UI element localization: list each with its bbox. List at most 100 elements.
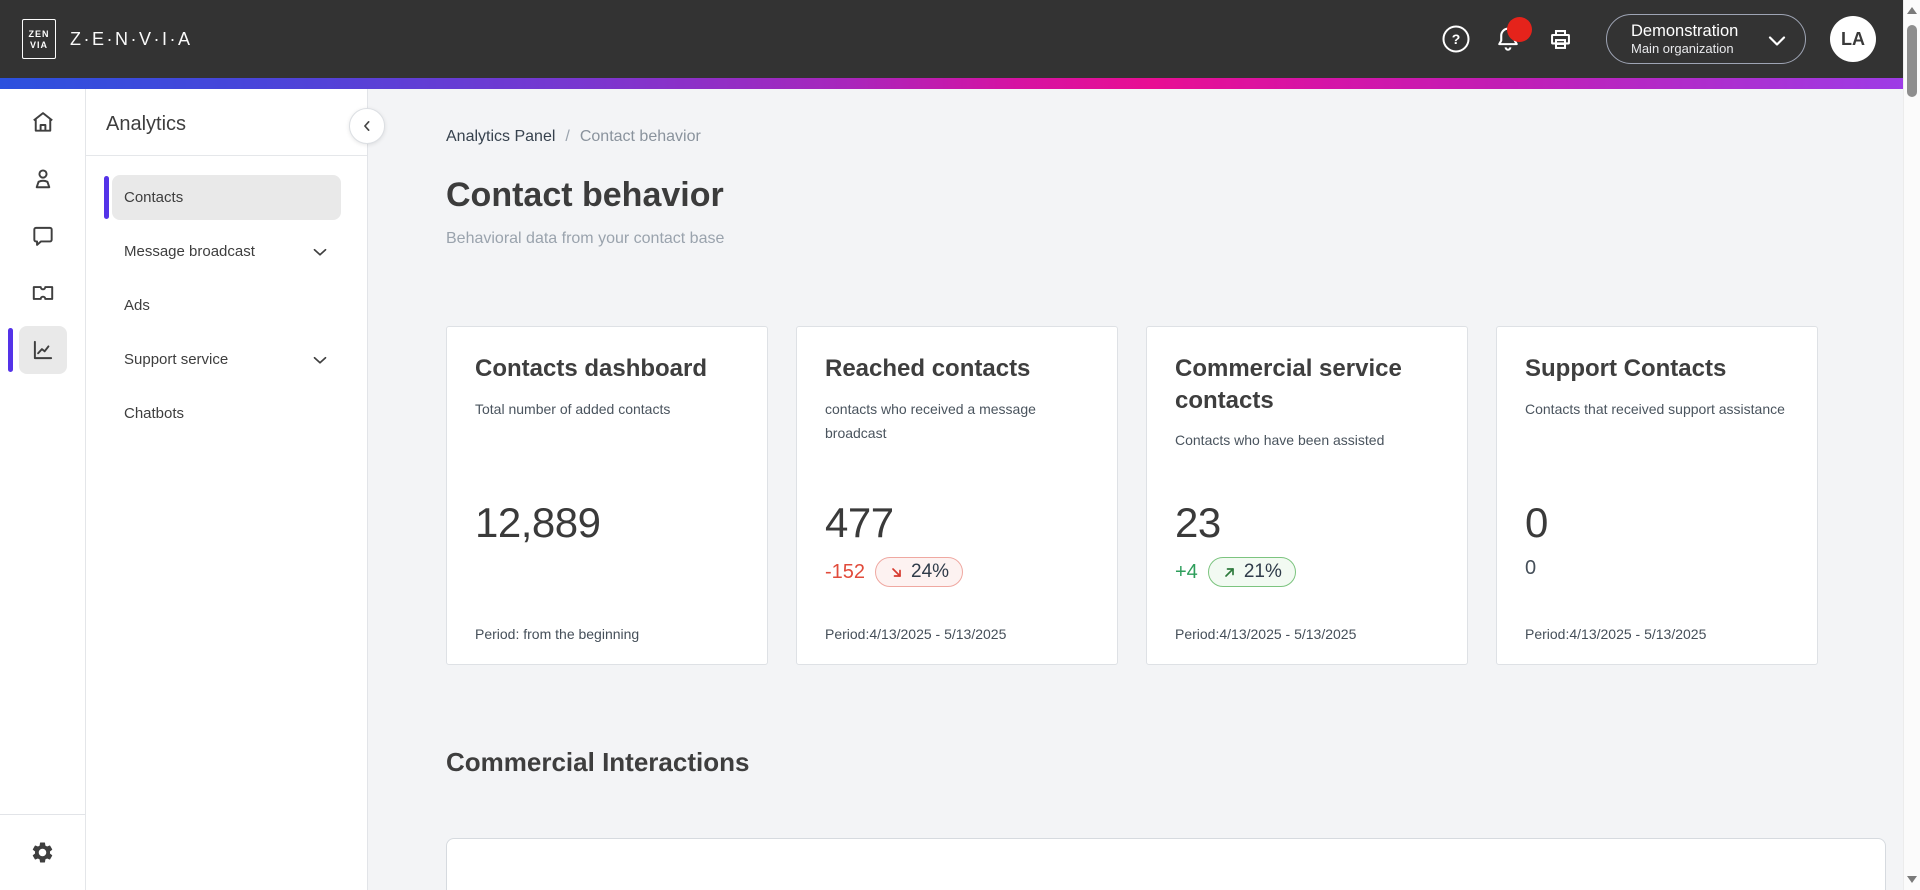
card-value: 12,889 bbox=[475, 499, 601, 546]
card-period: Period:4/13/2025 - 5/13/2025 bbox=[1525, 626, 1707, 642]
menu-item-label: Contacts bbox=[124, 189, 184, 206]
menu-item-ads[interactable]: Ads bbox=[112, 283, 341, 328]
avatar-initials: LA bbox=[1841, 28, 1865, 49]
rail-item-home[interactable] bbox=[0, 98, 85, 146]
breadcrumb-separator: / bbox=[565, 128, 570, 145]
menu-item-support-service[interactable]: Support service bbox=[112, 337, 341, 382]
rail-item-analytics[interactable] bbox=[0, 326, 85, 374]
rail-footer bbox=[0, 814, 85, 890]
person-icon bbox=[35, 169, 50, 189]
chat-icon bbox=[32, 226, 53, 246]
analytics-icon bbox=[33, 340, 52, 360]
page-subtitle: Behavioral data from your contact base bbox=[446, 230, 725, 247]
main-content: Analytics Panel / Contact behavior Conta… bbox=[368, 89, 1920, 890]
question-glyph: ? bbox=[1452, 31, 1461, 47]
breadcrumb-analytics-panel[interactable]: Analytics Panel bbox=[446, 128, 556, 145]
card-value: 477 bbox=[825, 499, 894, 546]
zenvia-logo-icon: ZEN VIA bbox=[22, 19, 56, 59]
chevron-down-icon bbox=[313, 248, 327, 256]
notification-badge bbox=[1507, 17, 1532, 42]
settings-gear-icon bbox=[32, 842, 53, 863]
home-icon bbox=[32, 112, 53, 132]
rail-item-tickets[interactable] bbox=[0, 269, 85, 317]
card-commercial-service-contacts: Commercial service contacts Contacts who… bbox=[1146, 326, 1468, 665]
arrow-down-right-icon bbox=[892, 567, 901, 577]
delta-value: +4 bbox=[1175, 560, 1198, 583]
rail-item-contacts[interactable] bbox=[0, 155, 85, 203]
card-title: Support Contacts bbox=[1525, 355, 1727, 382]
rail-item-conversations[interactable] bbox=[0, 212, 85, 260]
panel-menu: Contacts Message broadcast Ads Support s… bbox=[86, 156, 367, 464]
card-support-contacts: Support Contacts Contacts that received … bbox=[1496, 326, 1818, 665]
help-button[interactable]: ? bbox=[1436, 19, 1476, 59]
scroll-up-arrow[interactable] bbox=[1907, 7, 1917, 14]
chevron-down-icon bbox=[313, 356, 327, 364]
card-reached-contacts: Reached contacts contacts who received a… bbox=[796, 326, 1118, 665]
print-button[interactable] bbox=[1540, 19, 1580, 59]
brand-name: Z·E·N·V·I·A bbox=[70, 28, 193, 49]
card-description: contacts who received a message broadcas… bbox=[825, 400, 1036, 442]
page-title: Contact behavior bbox=[446, 176, 724, 214]
trend-percent: 24% bbox=[911, 561, 950, 582]
organization-switcher[interactable]: Demonstration Main organization bbox=[1606, 14, 1806, 64]
commercial-interactions-card bbox=[446, 838, 1886, 890]
app-body: Analytics Contacts Message broadcast Ads… bbox=[0, 89, 1920, 890]
analytics-side-panel: Analytics Contacts Message broadcast Ads… bbox=[86, 89, 385, 890]
trend-percent: 21% bbox=[1243, 561, 1282, 582]
card-title: Contacts dashboard bbox=[475, 355, 708, 382]
card-contacts-dashboard: Contacts dashboard Total number of added… bbox=[446, 326, 768, 665]
ticket-icon bbox=[32, 286, 53, 300]
scrollbar-thumb[interactable] bbox=[1907, 25, 1917, 97]
trend-badge: 24% bbox=[875, 557, 964, 587]
section-title-commercial-interactions: Commercial Interactions bbox=[446, 747, 750, 777]
menu-item-label: Support service bbox=[124, 351, 229, 368]
icon-rail bbox=[0, 89, 86, 890]
panel-title: Analytics bbox=[106, 113, 187, 135]
breadcrumb: Analytics Panel / Contact behavior bbox=[446, 128, 1920, 146]
card-description: Total number of added contacts bbox=[475, 400, 671, 417]
logo-line-2: VIA bbox=[29, 39, 48, 50]
menu-item-label: Chatbots bbox=[124, 405, 185, 422]
stat-cards-row: Contacts dashboard Total number of added… bbox=[446, 326, 1920, 665]
help-icon: ? bbox=[1442, 25, 1470, 53]
panel-divider bbox=[86, 155, 367, 156]
card-description: Contacts that received support assistanc… bbox=[1525, 400, 1785, 417]
card-value: 0 bbox=[1525, 499, 1548, 546]
card-period: Period: from the beginning bbox=[475, 626, 640, 642]
card-description: Contacts who have been assisted bbox=[1175, 432, 1385, 449]
card-delta-row: 0 bbox=[1525, 557, 1536, 580]
card-value: 23 bbox=[1175, 499, 1221, 546]
organization-name: Demonstration bbox=[1631, 22, 1739, 40]
printer-icon bbox=[1550, 29, 1570, 49]
collapse-panel-button[interactable] bbox=[349, 108, 385, 144]
brand-gradient-bar bbox=[0, 78, 1920, 89]
topbar: ZEN VIA Z·E·N·V·I·A ? Dem bbox=[0, 0, 1920, 78]
menu-item-label: Message broadcast bbox=[124, 243, 255, 260]
chevron-down-icon bbox=[1768, 36, 1786, 46]
trend-badge: 21% bbox=[1207, 557, 1296, 587]
organization-description: Main organization bbox=[1631, 41, 1734, 56]
topbar-actions: ? Demonstration Main organization bbox=[1424, 14, 1876, 64]
card-delta-row: -152 24% bbox=[825, 557, 964, 587]
card-period: Period:4/13/2025 - 5/13/2025 bbox=[1175, 626, 1357, 642]
card-period: Period:4/13/2025 - 5/13/2025 bbox=[825, 626, 1007, 642]
card-title: Reached contacts bbox=[825, 355, 1031, 382]
menu-item-message-broadcast[interactable]: Message broadcast bbox=[112, 229, 341, 274]
breadcrumb-current: Contact behavior bbox=[579, 128, 701, 145]
scroll-down-arrow[interactable] bbox=[1907, 876, 1917, 883]
card-delta-row: +4 21% bbox=[1175, 557, 1296, 587]
chevron-left-icon bbox=[364, 121, 370, 131]
menu-item-chatbots[interactable]: Chatbots bbox=[112, 391, 341, 436]
menu-item-label: Ads bbox=[124, 297, 150, 314]
user-avatar[interactable]: LA bbox=[1830, 16, 1876, 62]
settings-button[interactable] bbox=[19, 829, 67, 877]
vertical-scrollbar[interactable] bbox=[1903, 0, 1920, 890]
menu-item-contacts[interactable]: Contacts bbox=[104, 175, 341, 220]
delta-value: -152 bbox=[825, 560, 866, 583]
delta-value: 0 bbox=[1525, 557, 1537, 579]
logo-line-1: ZEN bbox=[28, 28, 50, 39]
card-title: Commercial service contacts bbox=[1175, 355, 1402, 414]
arrow-up-right-icon bbox=[1224, 567, 1234, 577]
active-indicator-bar bbox=[8, 328, 13, 372]
notifications-button[interactable] bbox=[1488, 17, 1532, 59]
